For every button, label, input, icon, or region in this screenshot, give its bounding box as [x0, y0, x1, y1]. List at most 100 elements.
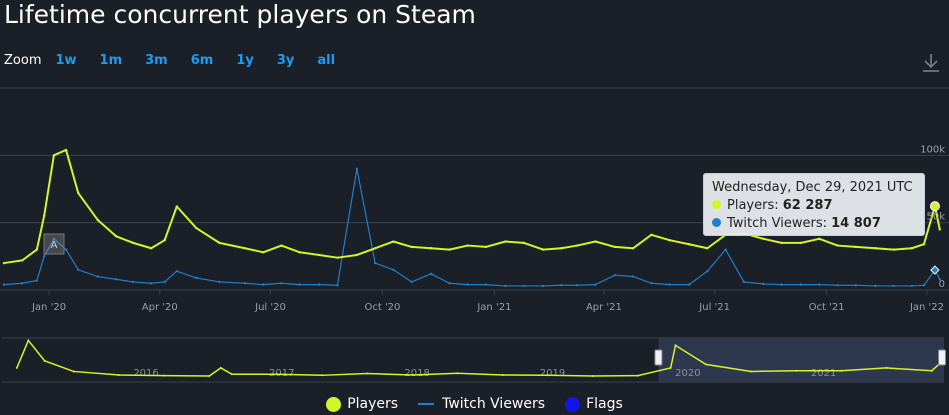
players-point	[836, 244, 839, 247]
x-axis-ticks: Jan '20 Apr '20 Jul '20 Oct '20 Jan '21 Apr '…	[31, 290, 944, 313]
navigator-year-label: 2017	[269, 368, 294, 379]
twitch-point	[114, 278, 118, 281]
twitch-point	[854, 284, 858, 287]
tooltip-date: Wednesday, Dec 29, 2021 UTC	[712, 180, 913, 195]
navigator-point	[885, 366, 888, 369]
x-tick-label: Oct '21	[809, 302, 845, 313]
navigator-point	[637, 374, 640, 377]
twitch-dot-icon	[712, 218, 721, 227]
twitch-point	[280, 282, 283, 285]
players-point	[799, 241, 803, 245]
download-icon[interactable]	[921, 52, 941, 74]
tooltip-players-label: Players:	[727, 198, 783, 213]
x-tick-label: Jan '20	[31, 302, 66, 313]
navigator-right-handle[interactable]	[938, 349, 946, 366]
y-axis-ticks: 0 50k 100k	[920, 144, 945, 290]
players-point	[77, 191, 80, 195]
twitch-point	[613, 273, 617, 277]
navigator-year-label: 2019	[540, 368, 565, 379]
players-point	[522, 241, 525, 245]
navigator-point	[117, 373, 120, 376]
legend-players[interactable]: Players	[326, 396, 398, 412]
players-point	[150, 247, 153, 250]
players-point	[466, 244, 469, 247]
tooltip-twitch-label: Twitch Viewers:	[727, 216, 832, 231]
twitch-point	[317, 283, 321, 286]
twitch-point	[261, 283, 265, 286]
twitch-point	[780, 283, 783, 286]
players-point	[504, 240, 507, 243]
twitch-point	[742, 280, 746, 284]
players-point	[280, 244, 283, 247]
players-point	[687, 243, 691, 246]
players-point	[42, 214, 46, 218]
flag-marker[interactable]	[43, 233, 65, 255]
x-tick-label: Jan '21	[476, 302, 511, 313]
players-point	[317, 253, 321, 257]
players-dot-icon	[712, 200, 721, 209]
navigator-point	[230, 373, 233, 376]
navigator-point	[15, 366, 18, 369]
players-point	[114, 234, 118, 238]
twitch-point	[466, 283, 469, 286]
twitch-point	[687, 283, 691, 286]
players-point	[818, 237, 821, 241]
players-series: A	[2, 148, 941, 275]
legend-flags-icon	[565, 396, 581, 412]
x-tick-label: Jul '21	[698, 302, 730, 313]
navigator-point	[795, 369, 798, 372]
zoom-1y-button[interactable]: 1y	[236, 53, 254, 68]
players-point	[938, 228, 941, 231]
navigator-point	[43, 359, 46, 362]
navigator-point	[750, 370, 753, 373]
players-point	[892, 248, 895, 251]
zoom-1w-button[interactable]: 1w	[55, 53, 77, 68]
twitch-point	[336, 284, 339, 287]
players-point	[706, 247, 709, 250]
players-point	[910, 247, 913, 250]
zoom-3y-button[interactable]: 3y	[276, 53, 295, 68]
navigator-selection[interactable]	[658, 338, 944, 382]
y-tick-label: 50k	[926, 212, 945, 223]
players-point	[52, 154, 56, 157]
tooltip: Wednesday, Dec 29, 2021 UTC Players: 62 …	[703, 173, 925, 236]
twitch-point	[631, 275, 635, 278]
tooltip-players-row: Players: 62 287	[712, 197, 916, 215]
players-point	[448, 248, 451, 251]
twitch-point	[52, 237, 56, 241]
players-point	[594, 240, 597, 243]
zoom-6m-button[interactable]: 6m	[190, 53, 214, 68]
navigator-point	[704, 363, 707, 366]
x-tick-label: Jul '20	[254, 302, 286, 313]
players-point	[613, 245, 617, 249]
players-point	[336, 256, 339, 259]
flag-marker-label: A	[51, 240, 58, 251]
navigator-point	[27, 339, 30, 342]
twitch-point	[448, 282, 451, 285]
x-tick-label: Jan '22	[909, 302, 944, 313]
page-title: Lifetime concurrent players on Steam	[4, 0, 476, 29]
players-point	[195, 226, 198, 230]
zoom-all-button[interactable]: all	[317, 53, 336, 68]
navigator[interactable]: 2016 2017 2018 2019 2020 2021	[2, 337, 946, 383]
twitch-point	[522, 284, 525, 288]
players-point	[175, 205, 178, 208]
players-point	[922, 243, 926, 246]
navigator-point	[591, 375, 594, 378]
twitch-point	[922, 284, 926, 287]
legend: Players Twitch Viewers Flags	[0, 396, 949, 412]
zoom-1m-button[interactable]: 1m	[99, 53, 123, 68]
players-point	[2, 261, 6, 265]
navigator-left-handle[interactable]	[654, 349, 663, 366]
players-point	[410, 245, 413, 249]
players-point	[631, 247, 635, 250]
legend-players-label: Players	[347, 396, 399, 412]
twitch-point	[938, 278, 941, 281]
navigator-point	[276, 373, 279, 376]
navigator-point	[366, 372, 369, 375]
legend-twitch[interactable]: Twitch Viewers	[418, 396, 545, 412]
twitch-point	[243, 282, 247, 285]
legend-flags[interactable]: Flags	[565, 396, 623, 412]
zoom-3m-button[interactable]: 3m	[145, 53, 168, 68]
players-point	[392, 240, 395, 243]
